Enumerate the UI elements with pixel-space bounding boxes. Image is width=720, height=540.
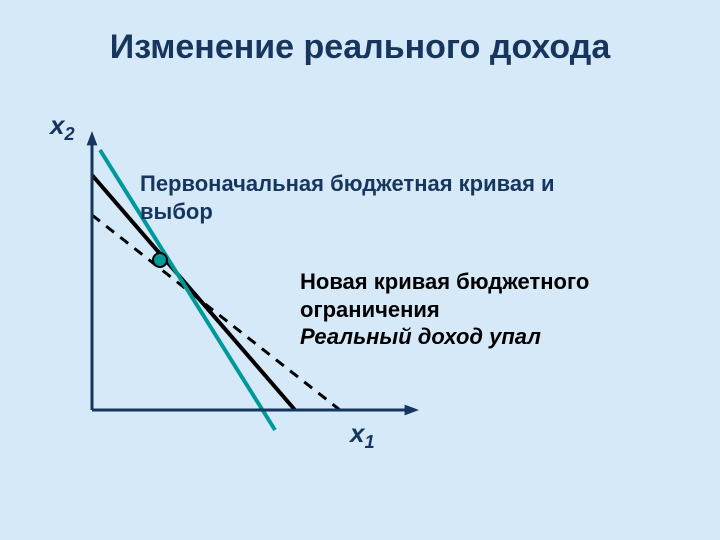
original-budget-line2: выбор <box>140 198 555 226</box>
new-budget-label: Новая кривая бюджетного ограничения Реал… <box>300 268 589 351</box>
y-axis-label: x2 <box>50 110 75 145</box>
new-budget-line2: ограничения <box>300 296 589 324</box>
new-budget-line1: Новая кривая бюджетного <box>300 268 589 296</box>
real-income-dropped: Реальный доход упал <box>300 323 589 351</box>
x-axis-sub: 1 <box>364 432 374 452</box>
original-budget-label: Первоначальная бюджетная кривая и выбор <box>140 170 555 225</box>
x-axis-var: x <box>350 418 364 448</box>
original-budget-line1: Первоначальная бюджетная кривая и <box>140 170 555 198</box>
y-axis-var: x <box>50 110 64 140</box>
slide: Изменение реального дохода x2 x1 Первона… <box>0 0 720 540</box>
y-axis-sub: 2 <box>64 124 74 144</box>
x-axis-label: x1 <box>350 418 375 453</box>
